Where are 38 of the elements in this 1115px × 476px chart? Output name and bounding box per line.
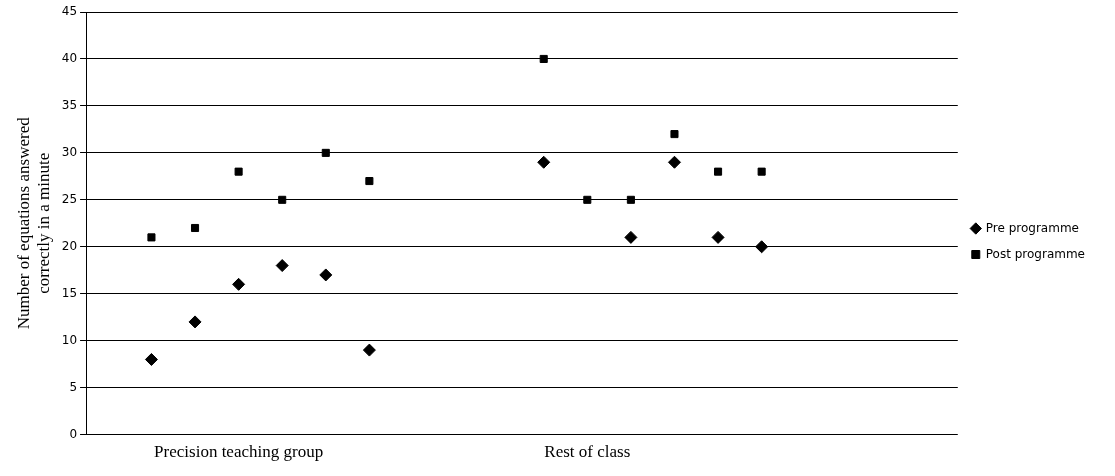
point <box>365 177 374 186</box>
point <box>321 148 330 157</box>
point <box>583 195 592 204</box>
legend-label: Pre programme <box>985 220 1079 235</box>
y-tick-label: 15 <box>61 285 78 300</box>
point <box>757 167 766 176</box>
point <box>755 240 769 254</box>
point <box>144 352 158 366</box>
point <box>319 268 333 282</box>
y-tick-label: 25 <box>61 191 78 206</box>
point <box>537 155 551 169</box>
point <box>234 167 243 176</box>
x-tick-label: Rest of class <box>544 442 631 462</box>
point <box>626 195 635 204</box>
x-tick-label: Precision teaching group <box>154 442 324 462</box>
point <box>539 54 548 63</box>
point <box>191 223 200 233</box>
point <box>275 259 289 273</box>
point <box>362 343 376 357</box>
point <box>188 315 202 329</box>
y-tick-label: 5 <box>69 379 78 394</box>
y-tick-label: 35 <box>61 98 78 113</box>
y-tick-label: 0 <box>69 426 78 441</box>
y-axis-title: Number of equations answered correctly in a minute <box>13 116 54 330</box>
y-tick-label: 10 <box>61 332 78 347</box>
y-tick-label: 20 <box>61 238 78 253</box>
point <box>278 195 287 204</box>
point <box>624 230 638 244</box>
point <box>711 230 725 244</box>
point <box>232 277 246 291</box>
legend-label: Post programme <box>985 246 1085 261</box>
point <box>714 167 723 176</box>
y-tick-label: 45 <box>61 4 78 19</box>
point <box>147 233 156 242</box>
point <box>670 130 679 139</box>
y-tick-label: 30 <box>61 144 78 159</box>
y-tick-label: 40 <box>61 51 78 66</box>
point <box>667 155 681 169</box>
